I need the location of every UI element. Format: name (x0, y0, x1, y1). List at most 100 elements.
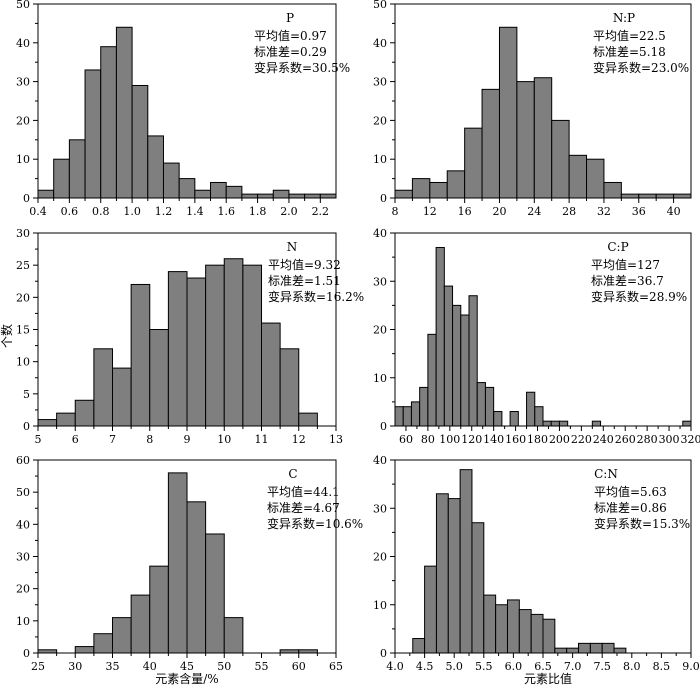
y-tick-label: 30 (16, 76, 30, 89)
bar (411, 178, 431, 199)
bar (261, 322, 281, 427)
x-axis-label-right: 元素比值 (524, 671, 572, 686)
y-tick-label: 40 (16, 37, 30, 50)
bar (542, 618, 556, 654)
x-tick-label: 30 (68, 660, 82, 673)
x-tick-label: 8.0 (623, 660, 641, 673)
x-tick-label: 12 (423, 205, 437, 218)
x-tick-label: 12 (292, 433, 306, 446)
x-tick-label: 1.4 (186, 205, 204, 218)
bar (272, 189, 290, 199)
bar (186, 277, 207, 427)
y-tick-label: 20 (373, 324, 387, 337)
bar (655, 193, 675, 199)
bar (620, 193, 640, 199)
y-tick-label: 20 (16, 291, 30, 304)
bar (530, 613, 544, 654)
bar (205, 264, 225, 427)
bar (149, 565, 169, 654)
x-tick-label: 10 (217, 433, 231, 446)
y-tick-label: 0 (380, 647, 387, 660)
histogram-panel-5: 4.0 4.5 5.0 5.5 6.0 6.5 7.0 7.5 8.0 8.5 9.0 0 10 20 30… (373, 454, 700, 673)
x-tick-label: 20 (492, 205, 506, 218)
bar (427, 333, 437, 427)
x-tick-label: 8.5 (653, 660, 671, 673)
x-tick-label: 2.0 (280, 205, 298, 218)
bar (493, 411, 503, 427)
bar (130, 594, 151, 654)
x-tick-label: 16 (458, 205, 472, 218)
bar (194, 189, 212, 199)
x-tick-label: 240 (593, 433, 614, 446)
bar (210, 181, 227, 199)
bar (542, 420, 552, 427)
y-tick-label: 10 (16, 153, 30, 166)
bar (149, 329, 169, 427)
y-tick-label: 25 (16, 259, 30, 272)
bar (93, 348, 114, 427)
x-tick-label: 13 (329, 433, 343, 446)
bar (186, 501, 207, 654)
x-tick-label: 5 (35, 433, 42, 446)
x-tick-label: 320 (681, 433, 700, 446)
bar (394, 406, 404, 427)
panel-title: C (288, 467, 297, 481)
x-tick-label: 0.6 (61, 205, 79, 218)
x-tick-label: 7 (109, 433, 116, 446)
panel-stat-line: 标准差=4.67 (267, 501, 340, 515)
bar (279, 348, 300, 427)
bar (56, 412, 76, 427)
bar (518, 609, 532, 654)
panel-stat-line: 标准差=1.51 (268, 274, 341, 288)
bar (534, 406, 544, 427)
x-tick-label: 9.0 (682, 660, 700, 673)
panel-title: N (287, 240, 298, 254)
bar (100, 46, 117, 199)
x-tick-label: 60 (399, 433, 413, 446)
bar (424, 565, 437, 654)
x-tick-label: 5.0 (445, 660, 463, 673)
bar (452, 304, 462, 427)
y-tick-label: 0 (23, 192, 30, 205)
x-tick-label: 180 (527, 433, 548, 446)
panel-stat-line: 平均值=9.32 (268, 257, 341, 272)
bar (429, 181, 448, 199)
x-tick-label: 11 (255, 433, 269, 446)
y-tick-label: 30 (16, 551, 30, 564)
x-tick-label: 200 (549, 433, 570, 446)
panel-title: C:P (607, 240, 628, 254)
x-tick-label: 100 (439, 433, 460, 446)
bar (589, 642, 603, 654)
bar (509, 411, 519, 427)
bar (223, 617, 244, 654)
bar (682, 420, 692, 427)
x-tick-label: 6 (72, 433, 79, 446)
bar (319, 193, 337, 199)
bar (526, 391, 536, 427)
y-tick-label: 30 (373, 76, 387, 89)
histogram-panel-4: 25 30 35 40 45 50 55 60 65 0 10 20 30 40 50 60 C 平均值=44.1… (16, 454, 363, 673)
bar (147, 135, 164, 199)
y-tick-label: 20 (373, 114, 387, 127)
x-tick-label: 80 (421, 433, 435, 446)
x-tick-label: 36 (632, 205, 646, 218)
bar (586, 158, 605, 199)
bar (68, 139, 86, 199)
y-axis-label: 个数 (0, 324, 14, 348)
bar (476, 382, 486, 427)
bar (568, 154, 588, 199)
bar (130, 283, 151, 427)
panel-stat-line: 标准差=0.86 (594, 501, 667, 515)
y-tick-label: 30 (373, 275, 387, 288)
y-tick-label: 10 (373, 372, 387, 385)
x-tick-label: 1.0 (123, 205, 141, 218)
y-tick-label: 0 (380, 192, 387, 205)
bar (601, 642, 615, 654)
bar (459, 469, 473, 654)
panel-stat-line: 变异系数=23.0% (593, 60, 689, 75)
bar (225, 185, 243, 199)
panel-stat-line: 变异系数=10.6% (267, 516, 363, 531)
bar (435, 493, 449, 654)
bar (603, 181, 622, 199)
panel-stat-line: 平均值=127 (591, 257, 660, 272)
